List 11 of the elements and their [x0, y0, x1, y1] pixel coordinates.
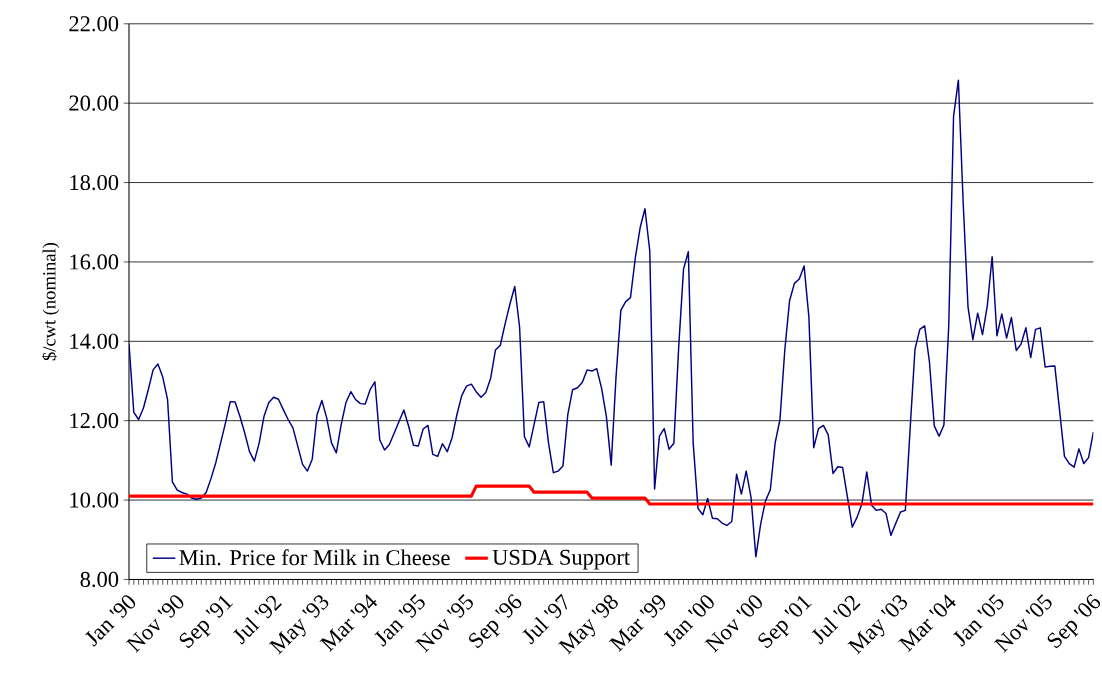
y-tick-label: 10.00 — [70, 492, 119, 508]
y-tick-label: 16.00 — [70, 254, 119, 270]
y-tick-label: 20.00 — [69, 95, 119, 111]
legend-label: USDA Support — [492, 549, 630, 570]
y-tick-label: 22.00 — [69, 16, 119, 32]
y-tick-label: 12.00 — [70, 413, 119, 429]
y-tick-label: 14.00 — [70, 333, 119, 350]
y-tick-label: 8.00 — [80, 571, 119, 588]
y-tick-label: 18.00 — [70, 175, 119, 191]
y-axis-title: $/cwt (nominal) — [41, 243, 60, 361]
legend-label: Min. Price for Milk in Cheese — [179, 549, 450, 566]
